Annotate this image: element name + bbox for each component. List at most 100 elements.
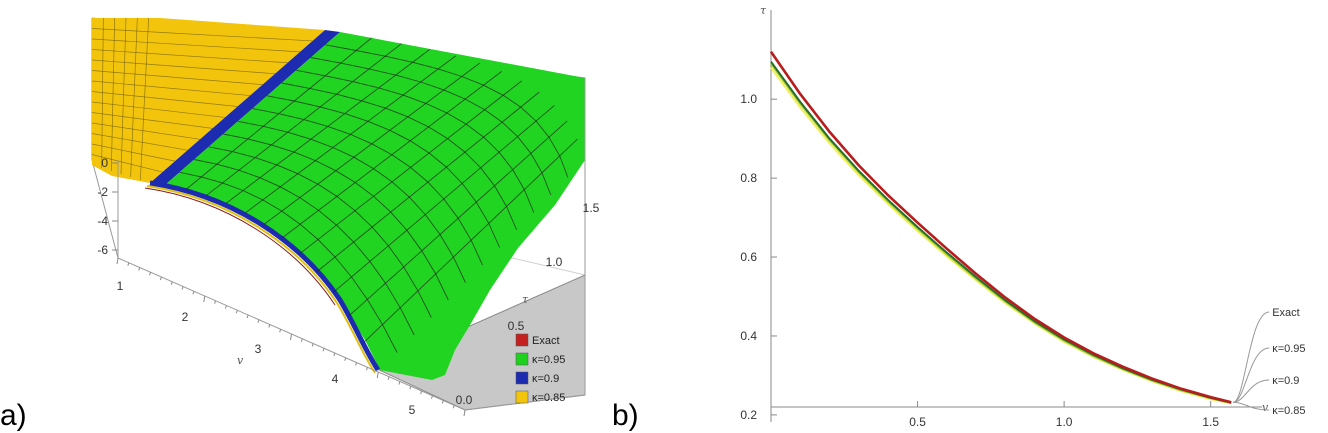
mesh-line-yellow — [139, 17, 150, 181]
x-axis-ticks: 0.5 1.0 1.5 — [909, 401, 1219, 429]
legend-swatch — [515, 371, 529, 385]
y-tick-label: 0.8 — [740, 171, 757, 185]
series-line — [770, 61, 1232, 404]
curve-label: Exact — [1272, 307, 1300, 319]
mesh-line-v — [194, 159, 415, 336]
mesh-line-yellow — [91, 38, 301, 53]
v-tick-mark — [376, 371, 379, 379]
mesh-line-yellow — [91, 70, 263, 85]
v-tick-mark — [311, 343, 314, 347]
legend-label: κ=0.95 — [532, 354, 565, 366]
mesh-line-yellow — [91, 133, 188, 151]
v-tick-label: 3 — [255, 342, 262, 356]
mesh-line-yellow — [130, 17, 138, 178]
mesh-line-yellow — [91, 122, 201, 140]
legend-label: Exact — [532, 335, 560, 347]
curve-label: κ=0.9 — [1272, 375, 1299, 387]
v-tick-mark — [355, 362, 358, 366]
tau-tick-label: 0.0 — [456, 393, 473, 407]
tau-axis-label: τ — [522, 293, 529, 306]
v-tick-mark — [300, 338, 303, 342]
v-tick-mark — [333, 352, 336, 357]
curve-labels: Exact κ=0.95 κ=0.9 κ=0.85 — [1232, 307, 1306, 417]
callout-leader — [1233, 401, 1270, 411]
v-tick-label: 2 — [182, 310, 189, 324]
v-tick-mark — [463, 409, 466, 417]
x-axis-label: v — [1262, 401, 1269, 414]
mesh-line-v — [237, 120, 466, 283]
mesh-line-yellow — [91, 49, 288, 64]
v-tick-mark — [365, 367, 368, 371]
v-tick-mark — [203, 295, 206, 303]
v-tick-mark — [170, 281, 173, 285]
legend-label: κ=0.85 — [532, 392, 565, 404]
y-axis-label: τ — [760, 4, 767, 17]
mesh-line-yellow — [120, 17, 127, 175]
series-lines — [769, 51, 1232, 405]
mesh-line-v — [296, 69, 535, 213]
panel-label-b: b) — [612, 399, 639, 432]
surface-mesh — [91, 17, 578, 353]
z-tick-label: -2 — [97, 185, 108, 199]
v-tick-mark — [409, 386, 412, 390]
v-tick-mark — [441, 400, 444, 404]
legend-label: κ=0.9 — [532, 373, 559, 385]
v-tick-mark — [268, 324, 271, 328]
curve-label: κ=0.95 — [1272, 343, 1305, 355]
v-axis-ticks: 1 2 3 4 5 — [116, 257, 466, 417]
tau-axis-ticks: 0.0 0.5 1.0 1.5 — [456, 201, 600, 407]
surface-strip-k085 — [92, 18, 325, 183]
bounding-box-back-floor-2 — [91, 159, 119, 259]
legend-swatch — [515, 333, 529, 347]
v-tick-mark — [387, 376, 390, 380]
v-tick-label: 5 — [409, 403, 416, 417]
z-tick-label: -6 — [97, 243, 108, 257]
y-axis-ticks: 0.2 0.4 0.6 0.8 1.0 — [740, 92, 777, 422]
mesh-line-v — [281, 82, 518, 231]
v-tick-mark — [224, 305, 227, 309]
x-tick-label: 1.0 — [1056, 415, 1073, 429]
v-tick-mark — [322, 348, 325, 352]
v-tick-mark — [398, 381, 401, 385]
mesh-line-v — [252, 108, 483, 266]
legend-swatch — [515, 352, 529, 366]
v-tick-mark — [452, 405, 455, 409]
v-axis-label: v — [237, 354, 244, 367]
mesh-line-v — [267, 95, 501, 248]
mesh-line-yellow — [91, 80, 251, 96]
callout-leader — [1233, 347, 1270, 403]
surface-front-edge-exact — [144, 187, 336, 306]
v-tick-mark — [235, 310, 238, 314]
x-tick-label: 1.5 — [1202, 415, 1219, 429]
panel-label-a: a) — [0, 399, 27, 432]
v-tick-mark — [257, 319, 260, 323]
callout-leader — [1233, 379, 1270, 403]
mesh-line-yellow — [91, 101, 226, 118]
v-tick-mark — [181, 286, 184, 290]
surface-strip-k095 — [165, 32, 585, 380]
surface-front-edge-k085 — [146, 185, 376, 374]
v-tick-label: 1 — [117, 279, 124, 293]
line-plot-panel-b: 0.2 0.4 0.6 0.8 1.0 0.5 1.0 1.5 τ v Exact κ=0.9… — [612, 4, 1306, 432]
v-tick-mark — [192, 291, 195, 295]
mesh-line-yellow — [110, 17, 116, 172]
z-tick-label: 0 — [101, 156, 108, 170]
tau-tick-label: 1.0 — [546, 255, 563, 269]
mesh-line-v — [325, 44, 569, 178]
y-tick-label: 0.4 — [740, 329, 757, 343]
v-tick-label: 4 — [332, 372, 339, 386]
mesh-line-yellow — [91, 59, 276, 75]
tau-tick-label: 0.5 — [508, 319, 525, 333]
v-tick-mark — [138, 267, 141, 271]
mesh-line-yellow — [101, 17, 104, 169]
v-tick-mark — [344, 357, 347, 361]
surface-plot-panel-a: 0 -2 -4 -6 1 2 3 4 5 0.0 0.5 1.0 1.5 v τ Exact κ=0.… — [0, 17, 600, 432]
surface-strip-k09 — [150, 30, 340, 185]
mesh-line-v — [179, 171, 398, 353]
v-tick-mark — [279, 329, 282, 333]
mesh-line-yellow — [91, 91, 238, 107]
v-tick-mark — [116, 257, 119, 265]
mesh-line-v — [208, 146, 432, 318]
mesh-line-v — [310, 57, 552, 196]
